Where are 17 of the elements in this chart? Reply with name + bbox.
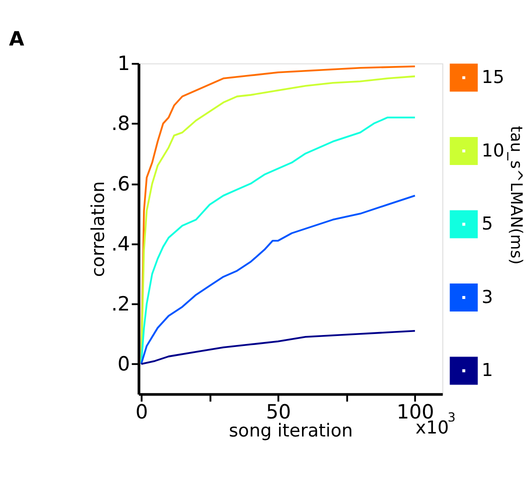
- x-tick-label: 0: [135, 400, 148, 424]
- legend-label: 15: [482, 67, 504, 88]
- legend-label: 10: [482, 140, 504, 162]
- chart-title: A: [8, 28, 25, 51]
- line-series: [140, 194, 416, 365]
- y-axis-title: correlation: [88, 181, 110, 278]
- legend-label: 5: [482, 214, 494, 235]
- y-tick-label: .8: [111, 112, 130, 136]
- legend-label: 3: [482, 286, 494, 308]
- y-tick-label: 1: [118, 52, 130, 76]
- y-tick-label: 0: [118, 352, 130, 376]
- line-series: [140, 330, 416, 365]
- y-tick-label: .4: [111, 232, 130, 256]
- legend-title: tau_s^LMAN(ms): [507, 126, 526, 265]
- y-tick-label: .2: [111, 292, 130, 316]
- legend-label: 1: [482, 360, 494, 382]
- y-tick-label: .6: [111, 172, 130, 196]
